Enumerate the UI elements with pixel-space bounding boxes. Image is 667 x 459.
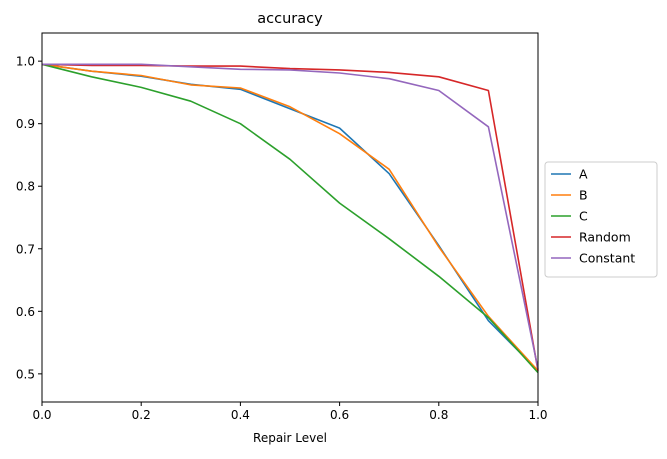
series-line-b: [41, 63, 539, 372]
x-tick-label: 0.8: [429, 408, 448, 422]
y-tick-label: 0.6: [16, 305, 35, 319]
legend-label: Constant: [579, 251, 635, 266]
y-tick-label: 0.9: [16, 117, 35, 131]
x-axis: 0.0 0.2 0.4 0.6 0.8 1.0: [32, 402, 548, 422]
legend-box: [544, 161, 658, 278]
y-tick-label: 0.5: [16, 367, 35, 381]
plot-lines: [41, 63, 539, 374]
y-tick-label: 0.7: [16, 242, 35, 256]
legend-label: A: [579, 167, 588, 182]
series-line-c: [41, 63, 539, 374]
x-tick-label: 1.0: [528, 408, 547, 422]
legend-label: Random: [579, 230, 631, 245]
series-line-random: [41, 63, 539, 371]
legend-label: B: [579, 188, 588, 203]
chart-title: accuracy: [257, 11, 323, 27]
legend-label: C: [579, 209, 588, 224]
legend: ABC Random Constant: [544, 161, 658, 278]
x-tick-label: 0.0: [32, 408, 51, 422]
y-tick-label: 1.0: [16, 55, 35, 69]
y-tick-label: 0.8: [16, 180, 35, 194]
series-line-a: [41, 63, 539, 372]
x-tick-label: 0.4: [231, 408, 250, 422]
x-tick-label: 0.6: [330, 408, 349, 422]
x-tick-label: 0.2: [132, 408, 151, 422]
series-line-constant: [42, 63, 539, 370]
x-axis-label: Repair Level: [253, 431, 327, 445]
plot-frame: [41, 32, 539, 403]
y-axis: 0.5 0.6 0.7 0.8 0.9 1.0: [16, 55, 42, 381]
